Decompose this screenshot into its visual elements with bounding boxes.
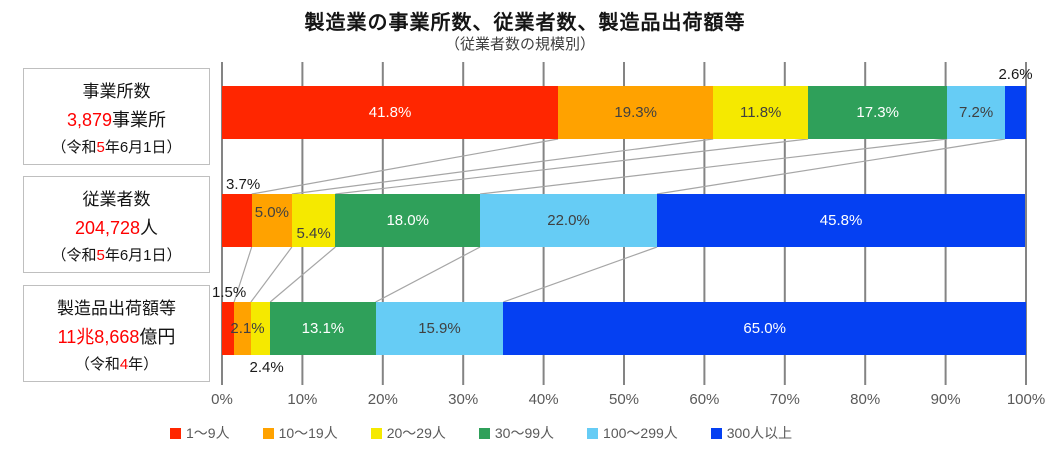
category-box: 製造品出荷額等 11兆8,668億円 （令和4年） [23, 285, 210, 382]
legend-label: 1〜9人 [186, 425, 230, 441]
legend-item: 30〜99人 [478, 423, 555, 443]
x-tick-label: 60% [689, 391, 720, 408]
legend-swatch [370, 427, 382, 439]
chart-subtitle: （従業者数の規模別） [444, 36, 595, 53]
box-title: 事業所数 [82, 81, 151, 101]
data-label: 5.0% [254, 204, 289, 221]
legend-swatch [478, 427, 490, 439]
bar-segment [222, 302, 235, 355]
bar-segment [335, 194, 481, 247]
data-label: 45.8% [819, 211, 863, 229]
legend-label: 300人以上 [726, 425, 793, 441]
bar-segment [250, 302, 271, 355]
legend-swatch [710, 427, 722, 439]
data-label: 22.0% [547, 211, 590, 229]
legend-swatch [262, 427, 274, 439]
bar-segment [503, 302, 1026, 355]
bar-segment [375, 302, 504, 355]
legend-item: 100〜299人 [587, 423, 678, 443]
bar-segment [270, 302, 376, 355]
data-label: 2.4% [249, 359, 284, 376]
legend-swatch [170, 427, 181, 439]
x-tick-label: 0% [211, 391, 233, 408]
data-label: 19.3% [614, 103, 657, 121]
bar-segment [480, 194, 657, 247]
legend-item: 1〜9人 [170, 423, 230, 443]
data-label: 13.1% [301, 319, 345, 337]
x-tick-label: 70% [769, 391, 800, 408]
category-box: 事業所数 3,879事業所 （令和5年6月1日） [23, 68, 210, 165]
box-date: （令和4年） [74, 355, 159, 373]
box-date: （令和5年6月1日） [51, 246, 182, 264]
data-label: 17.3% [856, 103, 899, 121]
x-tick-label: 100% [1006, 391, 1046, 408]
box-value: 11兆8,668億円 [57, 326, 176, 347]
bar-segment [558, 86, 714, 139]
bar-segment [713, 86, 809, 139]
plot-area: 41.8% 19.3% 11.8% 17.3% 7.2% 2.6% 3.7% 5.0% 5.4%… [212, 62, 1033, 385]
data-label: 1.5% [212, 284, 247, 301]
bar-segment [291, 194, 336, 247]
x-tick-label: 10% [287, 391, 318, 408]
bar-segment [234, 302, 251, 355]
bar-segment [251, 194, 292, 247]
box-title: 製造品出荷額等 [57, 298, 176, 318]
x-tick-label: 20% [367, 391, 398, 408]
data-label: 18.0% [386, 211, 429, 229]
chart-title: 製造業の事業所数、従業者数、製造品出荷額等 [304, 12, 746, 34]
x-tick-label: 50% [608, 391, 640, 408]
data-label: 2.1% [230, 319, 265, 337]
legend-swatch [587, 427, 599, 439]
legend-item: 10〜19人 [262, 423, 338, 443]
legend: 1〜9人 10〜19人 20〜29人 30〜99人 100〜299人 300人以上 [170, 423, 792, 443]
legend-item: 20〜29人 [370, 423, 446, 443]
data-label: 7.2% [959, 103, 994, 121]
legend-label: 20〜29人 [386, 425, 446, 441]
legend-label: 30〜99人 [494, 425, 555, 441]
data-label: 3.7% [226, 176, 261, 193]
bar-segment [808, 86, 948, 139]
data-label: 65.0% [743, 319, 786, 337]
box-value: 3,879事業所 [66, 109, 167, 130]
x-tick-label: 30% [448, 391, 479, 408]
x-tick-label: 40% [528, 391, 559, 408]
data-label: 15.9% [418, 319, 461, 337]
data-label: 2.6% [998, 66, 1033, 83]
data-label: 11.8% [739, 103, 782, 121]
bar-segment [1005, 86, 1026, 139]
box-title: 従業者数 [82, 189, 151, 209]
box-value: 204,728人 [74, 217, 159, 238]
legend-item: 300人以上 [710, 423, 793, 443]
legend-label: 10〜19人 [278, 425, 338, 441]
legend-label: 100〜299人 [603, 425, 678, 441]
bar-segment [947, 86, 1006, 139]
bar-segment [656, 194, 1026, 247]
bar-segment [222, 86, 559, 139]
box-date: （令和5年6月1日） [51, 138, 182, 156]
bar-segment [222, 194, 252, 247]
category-box: 従業者数 204,728人 （令和5年6月1日） [23, 176, 210, 273]
data-label: 41.8% [368, 103, 412, 121]
x-tick-label: 90% [930, 391, 961, 408]
x-tick-label: 80% [850, 391, 881, 408]
data-label: 5.4% [296, 225, 331, 242]
